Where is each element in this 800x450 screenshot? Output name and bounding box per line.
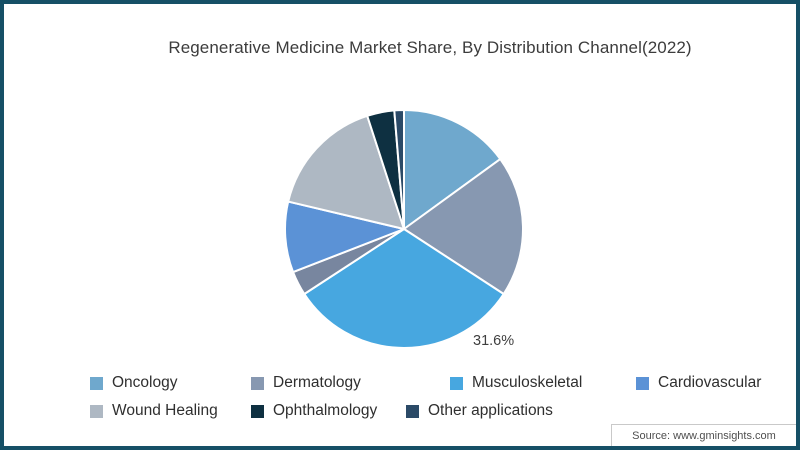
legend-item-dermatology: Dermatology xyxy=(251,374,450,392)
pie-slice-dermatology xyxy=(403,158,524,296)
legend-label-ophthalmology: Ophthalmology xyxy=(273,402,378,419)
source-attribution-box: Source: www.gminsights.com xyxy=(611,424,796,446)
legend-item-musculoskeletal: Musculoskeletal xyxy=(450,374,636,392)
legend-swatch-other-applications xyxy=(406,404,419,418)
legend-swatch-cardiovascular xyxy=(636,376,649,390)
legend-swatch-dermatology xyxy=(251,376,264,390)
source-text: Source: www.gminsights.com xyxy=(632,429,776,442)
pie-slice-other-applications xyxy=(393,109,405,230)
legend-row-1: Oncology Dermatology Musculoskeletal Cardio… xyxy=(90,369,780,397)
chart-title: Regenerative Medicine Market Share, By D… xyxy=(168,38,692,57)
legend-row-2: Wound Healing Ophthalmology Other applicat… xyxy=(90,397,780,425)
legend-swatch-musculoskeletal xyxy=(450,376,463,390)
legend-item-oncology: Oncology xyxy=(90,374,251,392)
legend-item-cardiovascular: Cardiovascular xyxy=(636,374,761,392)
legend-swatch-ophthalmology xyxy=(251,404,264,418)
legend-item-ophthalmology: Ophthalmology xyxy=(251,402,406,420)
legend: Oncology Dermatology Musculoskeletal Cardio… xyxy=(90,369,780,425)
legend-label-other-applications: Other applications xyxy=(428,402,553,419)
legend-label-musculoskeletal: Musculoskeletal xyxy=(472,374,583,391)
pie-slice-wound-healing xyxy=(287,114,405,230)
pie-chart xyxy=(284,109,524,350)
legend-item-wound-healing: Wound Healing xyxy=(90,402,251,420)
legend-item-other-applications: Other applications xyxy=(406,402,553,420)
legend-label-dermatology: Dermatology xyxy=(273,374,361,391)
legend-label-oncology: Oncology xyxy=(112,374,178,391)
legend-label-wound-healing: Wound Healing xyxy=(112,402,218,419)
legend-label-cardiovascular: Cardiovascular xyxy=(658,374,762,391)
legend-swatch-oncology xyxy=(90,376,103,390)
pie-slice-oncology xyxy=(403,109,502,230)
legend-swatch-wound-healing xyxy=(90,404,103,418)
musculoskeletal-value-label: 31.6% xyxy=(473,333,515,349)
pie-slice-musculoskeletal xyxy=(303,228,505,350)
